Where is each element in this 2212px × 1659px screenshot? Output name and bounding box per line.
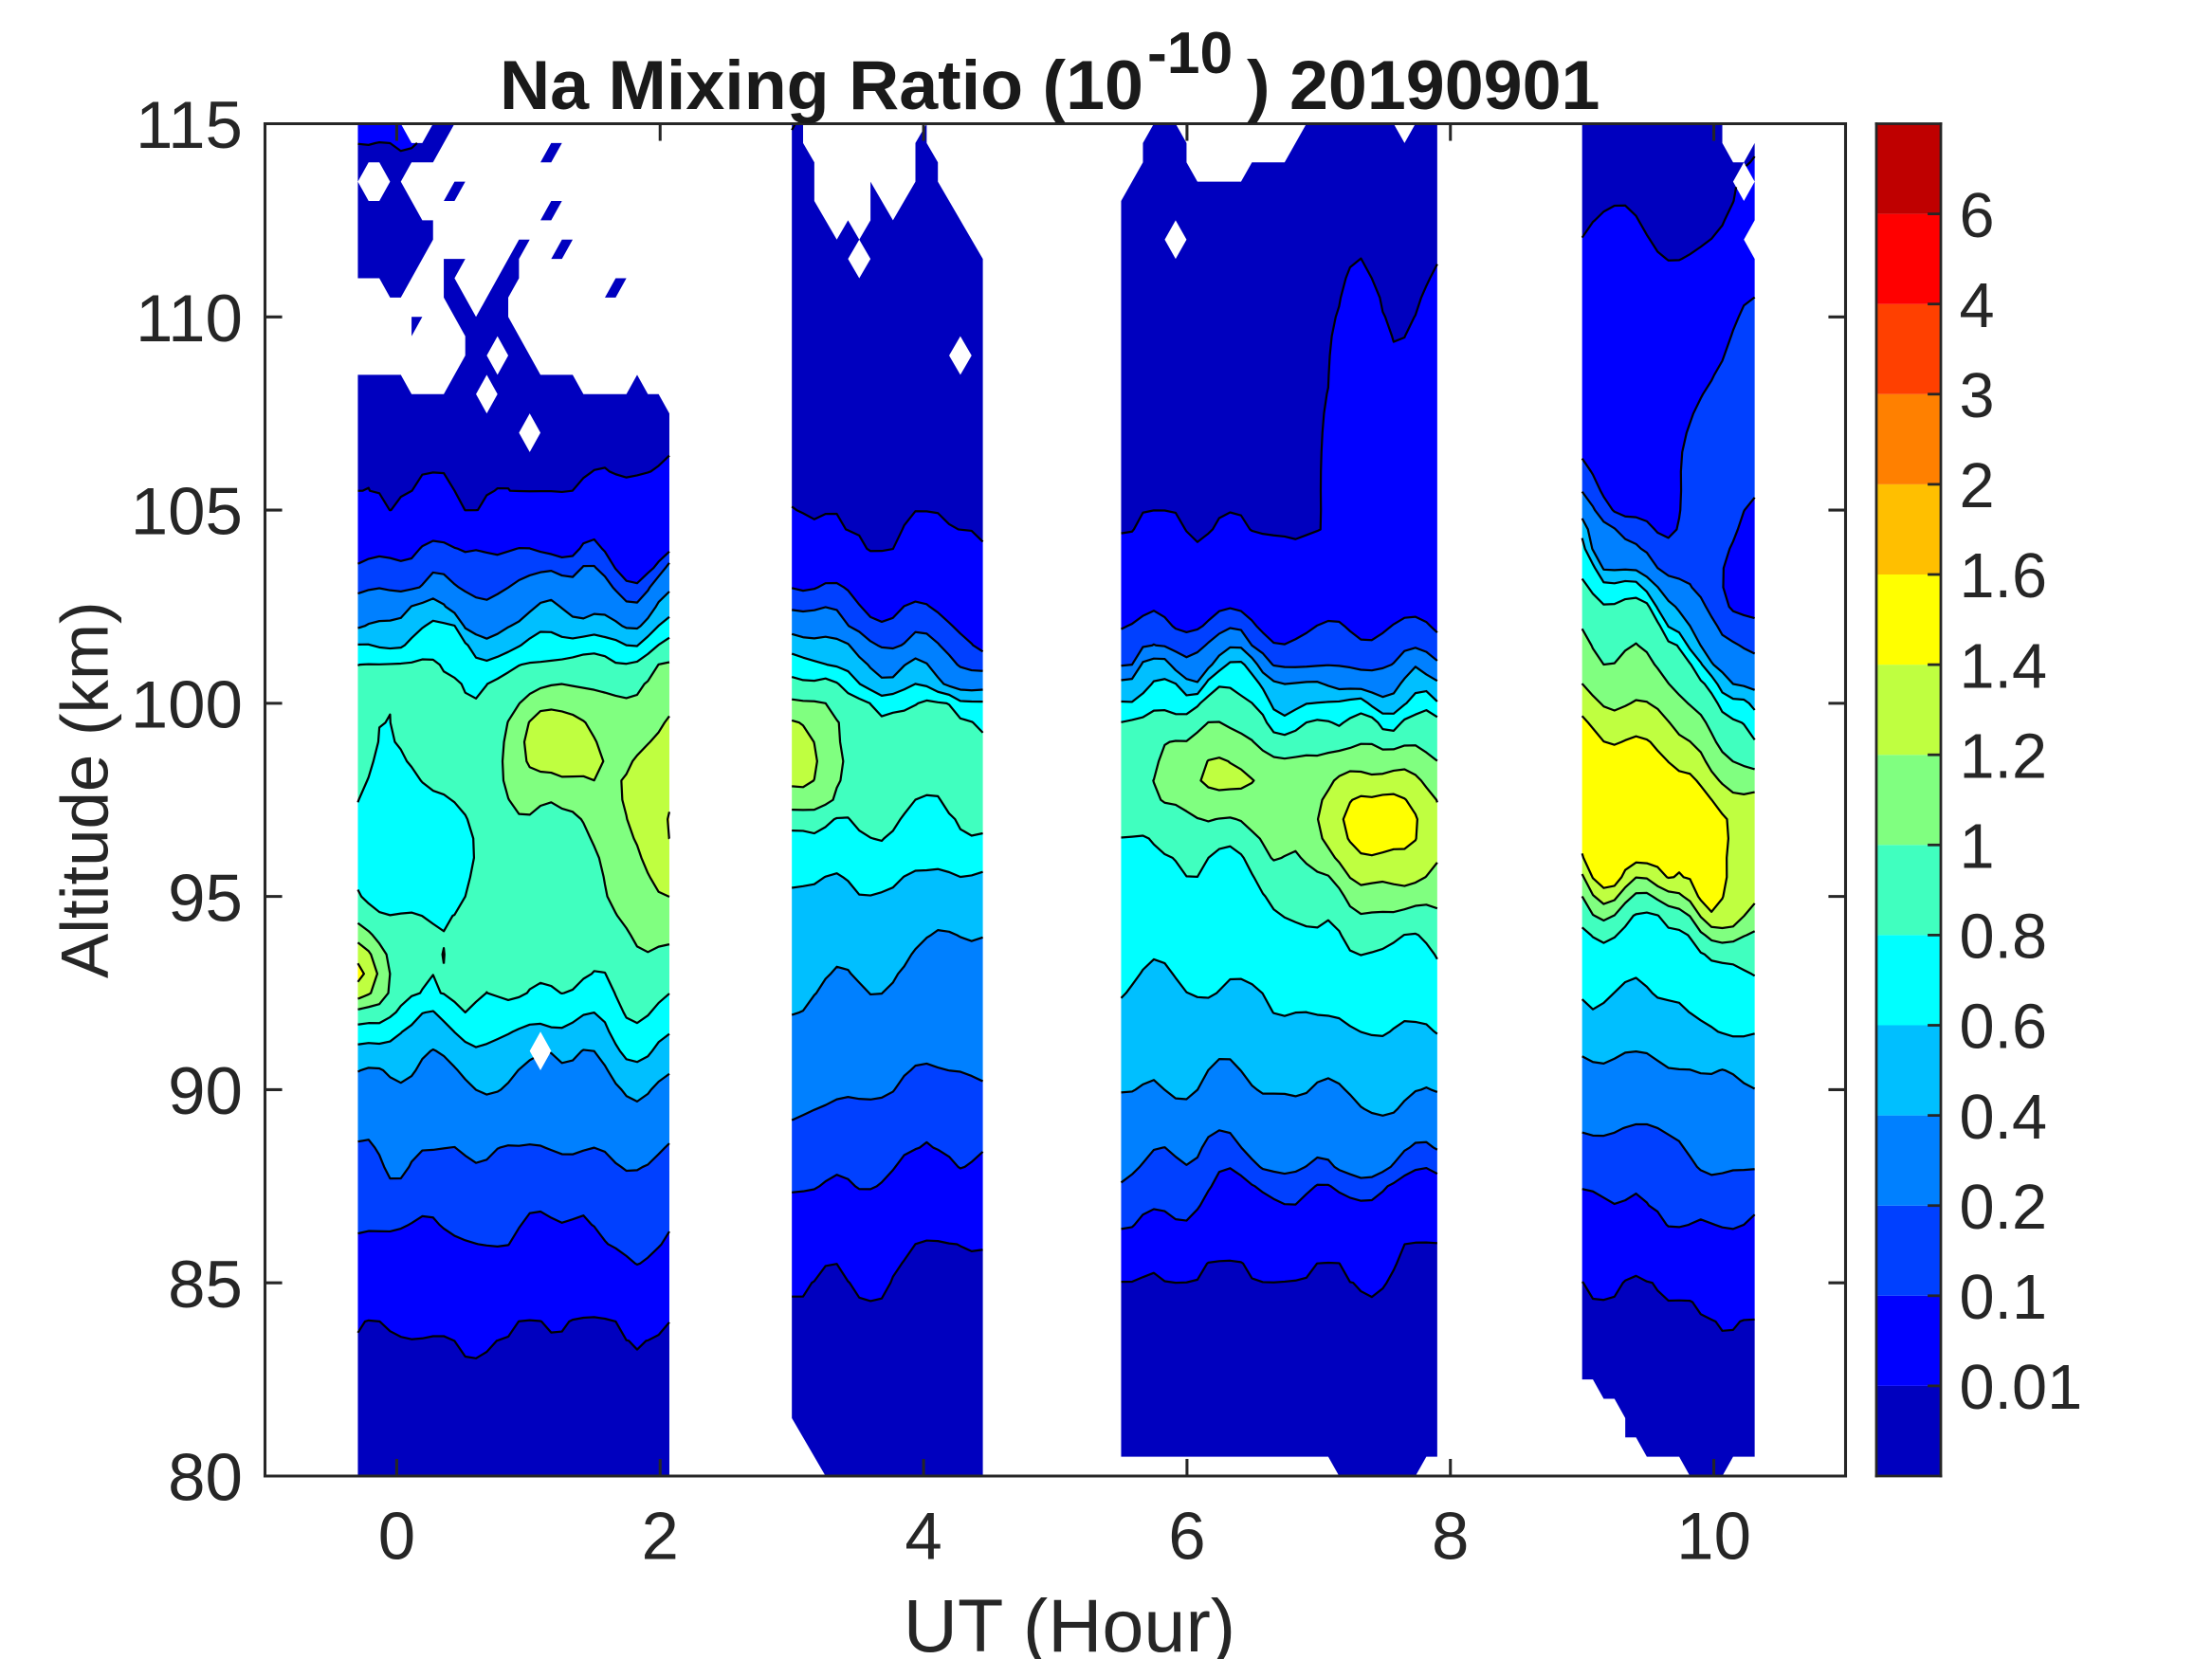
svg-text:1: 1 <box>1959 811 1994 882</box>
svg-text:0.6: 0.6 <box>1959 993 2047 1063</box>
svg-text:110: 110 <box>136 282 243 356</box>
svg-text:4: 4 <box>1959 271 1994 341</box>
svg-text:0.1: 0.1 <box>1959 1263 2047 1333</box>
svg-text:8: 8 <box>1432 1499 1469 1574</box>
svg-text:2: 2 <box>1959 451 1994 521</box>
svg-text:0.8: 0.8 <box>1959 902 2047 973</box>
svg-text:Altitude (km): Altitude (km) <box>47 601 122 978</box>
svg-text:1.4: 1.4 <box>1959 631 2047 702</box>
svg-text:100: 100 <box>131 668 243 743</box>
svg-text:4: 4 <box>905 1499 941 1574</box>
svg-text:2: 2 <box>642 1499 679 1574</box>
svg-text:0: 0 <box>378 1499 415 1574</box>
svg-text:UT (Hour): UT (Hour) <box>904 1583 1235 1659</box>
svg-text:95: 95 <box>168 861 243 936</box>
svg-text:90: 90 <box>168 1054 243 1129</box>
svg-text:115: 115 <box>136 88 243 163</box>
svg-text:0.01: 0.01 <box>1959 1353 2082 1423</box>
svg-text:6: 6 <box>1168 1499 1205 1574</box>
svg-text:1.2: 1.2 <box>1959 721 2047 792</box>
svg-text:-10: -10 <box>1147 20 1233 86</box>
svg-text:3: 3 <box>1959 361 1994 431</box>
svg-text:105: 105 <box>131 475 243 550</box>
svg-text:80: 80 <box>168 1441 243 1516</box>
svg-text:85: 85 <box>168 1248 243 1322</box>
svg-text:1.6: 1.6 <box>1959 541 2047 611</box>
svg-text:Na Mixing Ratio (10: Na Mixing Ratio (10 <box>500 46 1143 124</box>
svg-text:) 20190901: ) 20190901 <box>1247 46 1600 124</box>
svg-text:0.2: 0.2 <box>1959 1173 2047 1243</box>
svg-text:6: 6 <box>1959 181 1994 251</box>
svg-text:0.4: 0.4 <box>1959 1083 2047 1153</box>
svg-text:10: 10 <box>1676 1499 1751 1574</box>
